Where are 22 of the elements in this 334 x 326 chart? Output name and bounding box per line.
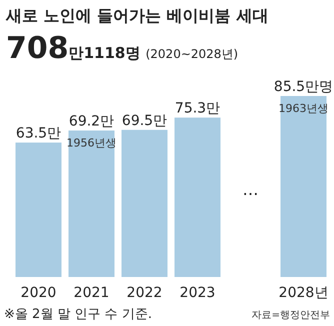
- x-tick-label: 2022: [126, 285, 162, 301]
- x-tick-label: 2021: [74, 285, 110, 301]
- x-tick-label: 2020: [20, 285, 56, 301]
- annotation: 1956년생: [66, 136, 116, 150]
- chart-title: 새로 노인에 들어가는 베이비붐 세대: [5, 6, 268, 25]
- annotation: …: [242, 180, 258, 199]
- bar: [122, 130, 168, 277]
- data-label: 69.5만: [122, 112, 168, 129]
- bar: [174, 118, 220, 277]
- x-tick-label: 2023: [180, 285, 216, 301]
- data-label: 85.5만명: [274, 79, 334, 95]
- bar: [68, 130, 114, 277]
- bar: [280, 96, 326, 277]
- bar: [16, 142, 62, 277]
- x-tick-label: 2028년: [278, 285, 328, 301]
- data-label: 69.2만: [68, 114, 114, 130]
- data-label: 75.3만: [174, 100, 220, 117]
- text: ※올 2월 말 인구 수 기준.: [4, 307, 152, 322]
- data-label: 63.5만: [16, 126, 62, 142]
- annotation: 1963년생: [278, 102, 328, 115]
- chart-subtitle: 708만1118명 (2020~2028년): [6, 31, 238, 66]
- text: 자료=행정안전부: [252, 310, 330, 321]
